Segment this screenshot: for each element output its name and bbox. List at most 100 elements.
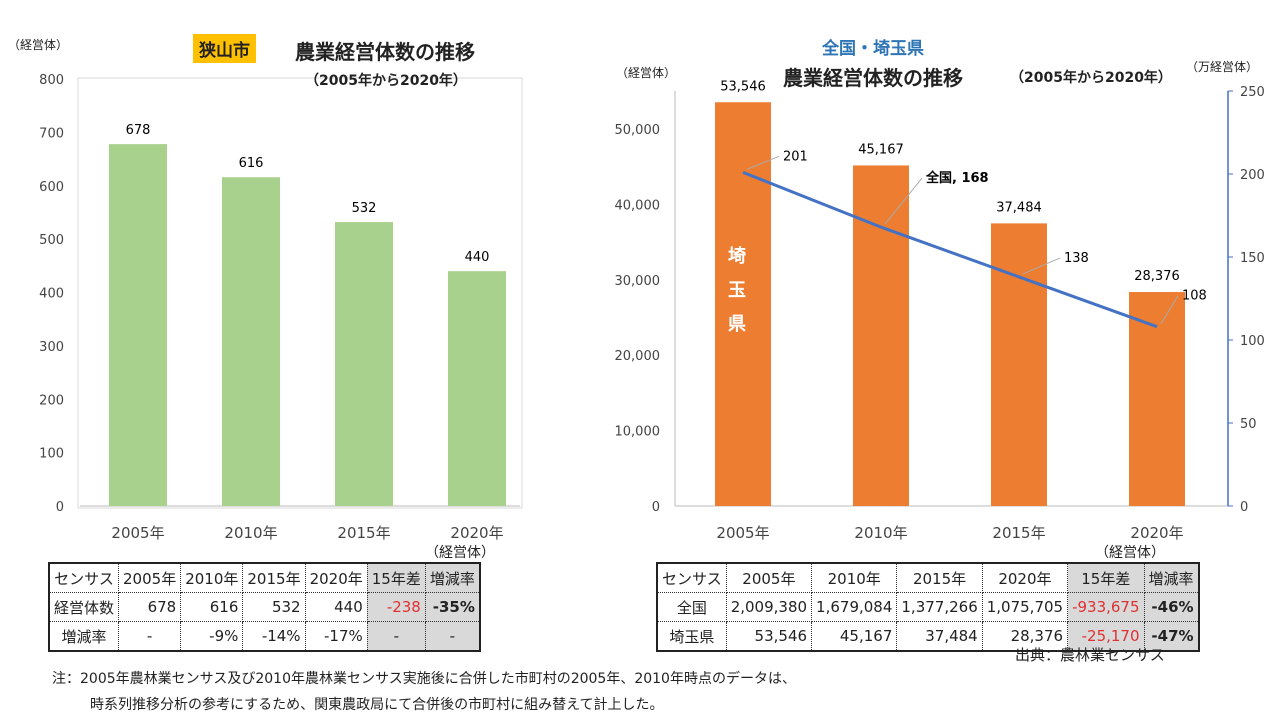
left-bar [335,222,393,507]
right-y-tick: 10,000 [615,425,661,440]
right-y-tick: 40,000 [615,198,661,213]
table-header-cell: 2010年 [811,562,898,593]
right-y-tick: 20,000 [615,349,661,364]
right-bar-data-label: 28,376 [1134,269,1180,284]
note-line-2: 時系列推移分析の参考にするため、関東農政局にて合併後の市町村に組み替えて計上した… [90,697,664,713]
left-y-tick: 300 [39,340,64,355]
right-y-unit: （経営体） [616,66,677,80]
right-bar [991,223,1047,506]
right-x-tick: 2010年 [854,524,907,542]
right-y2-tick: 250 [1240,85,1265,100]
left-data-label: 532 [352,201,377,216]
table-header-cell: 2020年 [981,562,1069,593]
left-y-tick: 700 [39,126,64,141]
table-cell: 1,679,084 [811,592,898,622]
leader-line [1022,257,1061,275]
table-cell: - [118,621,182,652]
right-region: 全国・埼玉県 [822,39,924,59]
table-cell: 532 [242,592,306,622]
national-line [742,170,1158,329]
right-x-tick: 2015年 [992,524,1045,542]
left-data-label: 678 [126,123,151,138]
left-table-unit: （経営体） [425,545,495,561]
table-cell: 440 [304,592,368,622]
table-header-cell: 2005年 [725,562,813,593]
left-data-label: 440 [465,250,490,265]
right-y2-unit: （万経営体） [1186,60,1259,74]
right-table-unit: （経営体） [1095,545,1165,561]
right-y2-tick: 150 [1240,251,1265,266]
table-row: 埼玉県 53,546 45,167 37,484 28,376 -25,170 -47% [656,621,1200,652]
table-row: 経営体数 678 616 532 440 -238 -35% [48,592,481,622]
left-table: センサス 2005年 2010年 2015年 2020年 15年差 増減率 経営体数 678 61… [48,562,481,652]
source: 出典：農林業センサス [1015,646,1165,664]
line-data-label: 108 [1182,289,1207,304]
table-cell: -9% [180,621,244,652]
table-cell: -47% [1143,621,1200,652]
leader-line [1160,295,1179,324]
table-cell: - [366,621,426,652]
right-y-tick: 30,000 [615,274,661,289]
table-header-cell: 2015年 [242,562,306,593]
table-cell: -933,675 [1067,592,1145,622]
table-header-row: センサス 2005年 2010年 2015年 2020年 15年差 増減率 [48,562,481,593]
left-bar [109,144,167,506]
right-bar-data-label: 53,546 [720,79,766,94]
right-subtitle: （2005年から2020年） [1010,70,1172,86]
left-y-tick: 500 [39,233,64,248]
left-y-tick: 600 [39,180,64,195]
table-header-cell: 2005年 [118,562,182,593]
right-bar [1129,292,1185,506]
table-cell: -46% [1143,592,1200,622]
line-data-label: 138 [1064,251,1089,266]
left-x-tick: 2020年 [450,524,503,542]
table-cell: 45,167 [811,621,898,652]
line-data-label: 全国, 168 [925,170,989,186]
left-x-tick: 2010年 [224,524,277,542]
right-y-tick: 50,000 [615,123,661,138]
right-y-tick: 0 [652,500,660,515]
table-cell: 経営体数 [48,592,120,622]
left-y-tick: 200 [39,393,64,408]
table-cell: -35% [424,592,481,622]
bar-series-label: 埼 玉 県 [728,246,746,335]
table-header-cell: 2010年 [180,562,244,593]
right-bar [853,165,909,506]
right-title: 農業経営体数の推移 [783,66,963,90]
table-cell: 2,009,380 [725,592,813,622]
left-data-label: 616 [239,156,264,171]
table-cell: 53,546 [725,621,813,652]
right-bar-data-label: 37,484 [996,200,1042,215]
left-subtitle: （2005年から2020年） [305,73,467,89]
left-plot-border [77,77,523,509]
right-table: センサス 2005年 2010年 2015年 2020年 15年差 増減率 全国 2,009,3… [656,562,1200,652]
table-cell: 埼玉県 [656,621,727,652]
left-x-tick: 2005年 [111,524,164,542]
table-header-cell: 15年差 [366,562,426,593]
right-x-tick: 2020年 [1130,524,1183,542]
table-cell: - [424,621,481,652]
table-header-cell: 2015年 [896,562,983,593]
table-header-row: センサス 2005年 2010年 2015年 2020年 15年差 増減率 [656,562,1200,593]
right-bar [715,102,771,507]
table-cell: 678 [118,592,182,622]
table-cell: 1,075,705 [981,592,1069,622]
left-y-tick: 400 [39,287,64,302]
leader-line [746,155,780,170]
left-y-unit: （経営体） [8,38,69,52]
right-bar-data-label: 45,167 [858,142,904,157]
left-bar [448,271,506,506]
right-y2-tick: 100 [1240,334,1265,349]
right-x-tick: 2005年 [716,524,769,542]
city-badge: 狭山市 [193,34,256,63]
table-cell: -17% [304,621,368,652]
line-data-label: 201 [783,149,808,164]
table-header-cell: 2020年 [304,562,368,593]
right-y2-tick: 0 [1240,500,1248,515]
table-header-cell: センサス [48,562,120,593]
left-y-tick: 800 [39,73,64,88]
table-cell: 全国 [656,592,727,622]
table-cell: 616 [180,592,244,622]
table-header-cell: 15年差 [1067,562,1145,593]
